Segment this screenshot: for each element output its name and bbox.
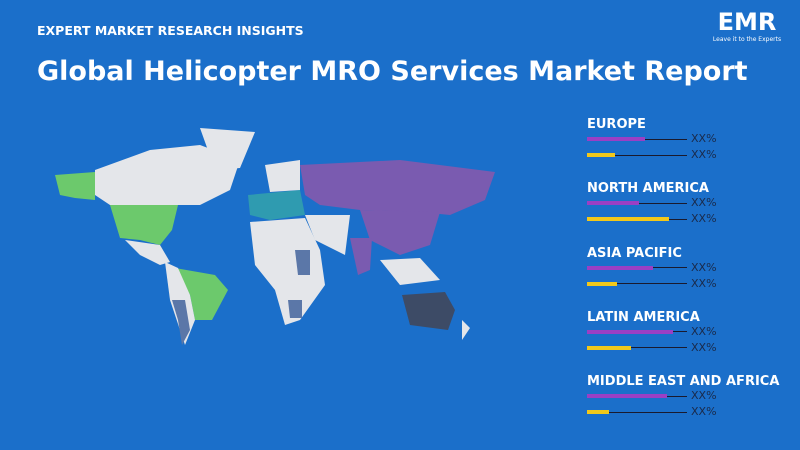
share-label: XX% bbox=[691, 389, 717, 403]
share-label: XX% bbox=[691, 148, 717, 161]
share-label: XX% bbox=[691, 324, 717, 338]
leader-line bbox=[587, 154, 687, 156]
region: MIDDLE EAST AND AFRICA XX% XX% bbox=[587, 374, 787, 434]
kicker: EXPERT MARKET RESEARCH INSIGHTS bbox=[37, 23, 304, 38]
share-bar bbox=[587, 265, 653, 270]
share-label: XX% bbox=[691, 340, 717, 354]
share-label: XX% bbox=[691, 212, 717, 226]
leader-line bbox=[587, 347, 687, 349]
region: ASIA PACIFIC XX% XX% bbox=[587, 246, 787, 306]
logo: EMR Leave it to the Experts bbox=[712, 8, 782, 43]
logo-tagline: Leave it to the Experts bbox=[712, 36, 782, 43]
share-bar bbox=[587, 153, 615, 157]
region-name: ASIA PACIFIC bbox=[587, 245, 682, 261]
title: Global Helicopter MRO Services Market Re… bbox=[37, 56, 748, 87]
share-bar bbox=[587, 201, 639, 206]
share-bar bbox=[587, 281, 617, 286]
region: EUROPE XX% XX% bbox=[587, 117, 787, 177]
region-name: LATIN AMERICA bbox=[587, 309, 700, 325]
region-name: EUROPE bbox=[587, 117, 646, 132]
region-name: MIDDLE EAST AND AFRICA bbox=[587, 374, 780, 390]
region: LATIN AMERICA XX% XX% bbox=[587, 310, 787, 370]
share-label: XX% bbox=[691, 260, 717, 274]
logo-name: EMR bbox=[717, 8, 777, 36]
region: NORTH AMERICA XX% XX% bbox=[587, 181, 787, 241]
share-bar bbox=[587, 345, 631, 350]
world-map bbox=[55, 128, 495, 345]
share-bar bbox=[587, 394, 667, 399]
share-label: XX% bbox=[691, 196, 717, 210]
share-bar bbox=[587, 410, 609, 415]
region-name: NORTH AMERICA bbox=[587, 181, 709, 197]
share-bar bbox=[587, 329, 673, 334]
share-bar bbox=[587, 137, 645, 141]
share-label: XX% bbox=[691, 276, 717, 290]
leader-line bbox=[587, 283, 687, 285]
leader-line bbox=[587, 411, 687, 413]
share-label: XX% bbox=[691, 132, 717, 145]
share-bar bbox=[587, 217, 669, 222]
share-label: XX% bbox=[691, 405, 717, 419]
